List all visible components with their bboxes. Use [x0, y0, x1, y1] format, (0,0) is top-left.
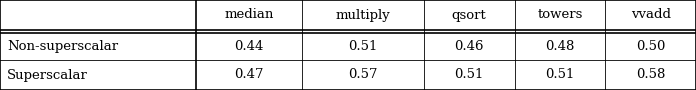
Text: 0.58: 0.58 [636, 68, 665, 82]
Text: qsort: qsort [452, 8, 487, 22]
Text: 0.44: 0.44 [235, 40, 264, 53]
Text: multiply: multiply [335, 8, 390, 22]
Text: 0.50: 0.50 [636, 40, 665, 53]
Text: vvadd: vvadd [631, 8, 671, 22]
Text: 0.48: 0.48 [545, 40, 575, 53]
Text: Non-superscalar: Non-superscalar [7, 40, 118, 53]
Text: 0.51: 0.51 [454, 68, 484, 82]
Text: 0.51: 0.51 [348, 40, 378, 53]
Text: 0.57: 0.57 [348, 68, 378, 82]
Text: towers: towers [537, 8, 583, 22]
Text: 0.47: 0.47 [235, 68, 264, 82]
Text: Superscalar: Superscalar [7, 68, 88, 82]
Text: 0.51: 0.51 [545, 68, 575, 82]
Text: 0.46: 0.46 [454, 40, 484, 53]
Text: median: median [225, 8, 274, 22]
